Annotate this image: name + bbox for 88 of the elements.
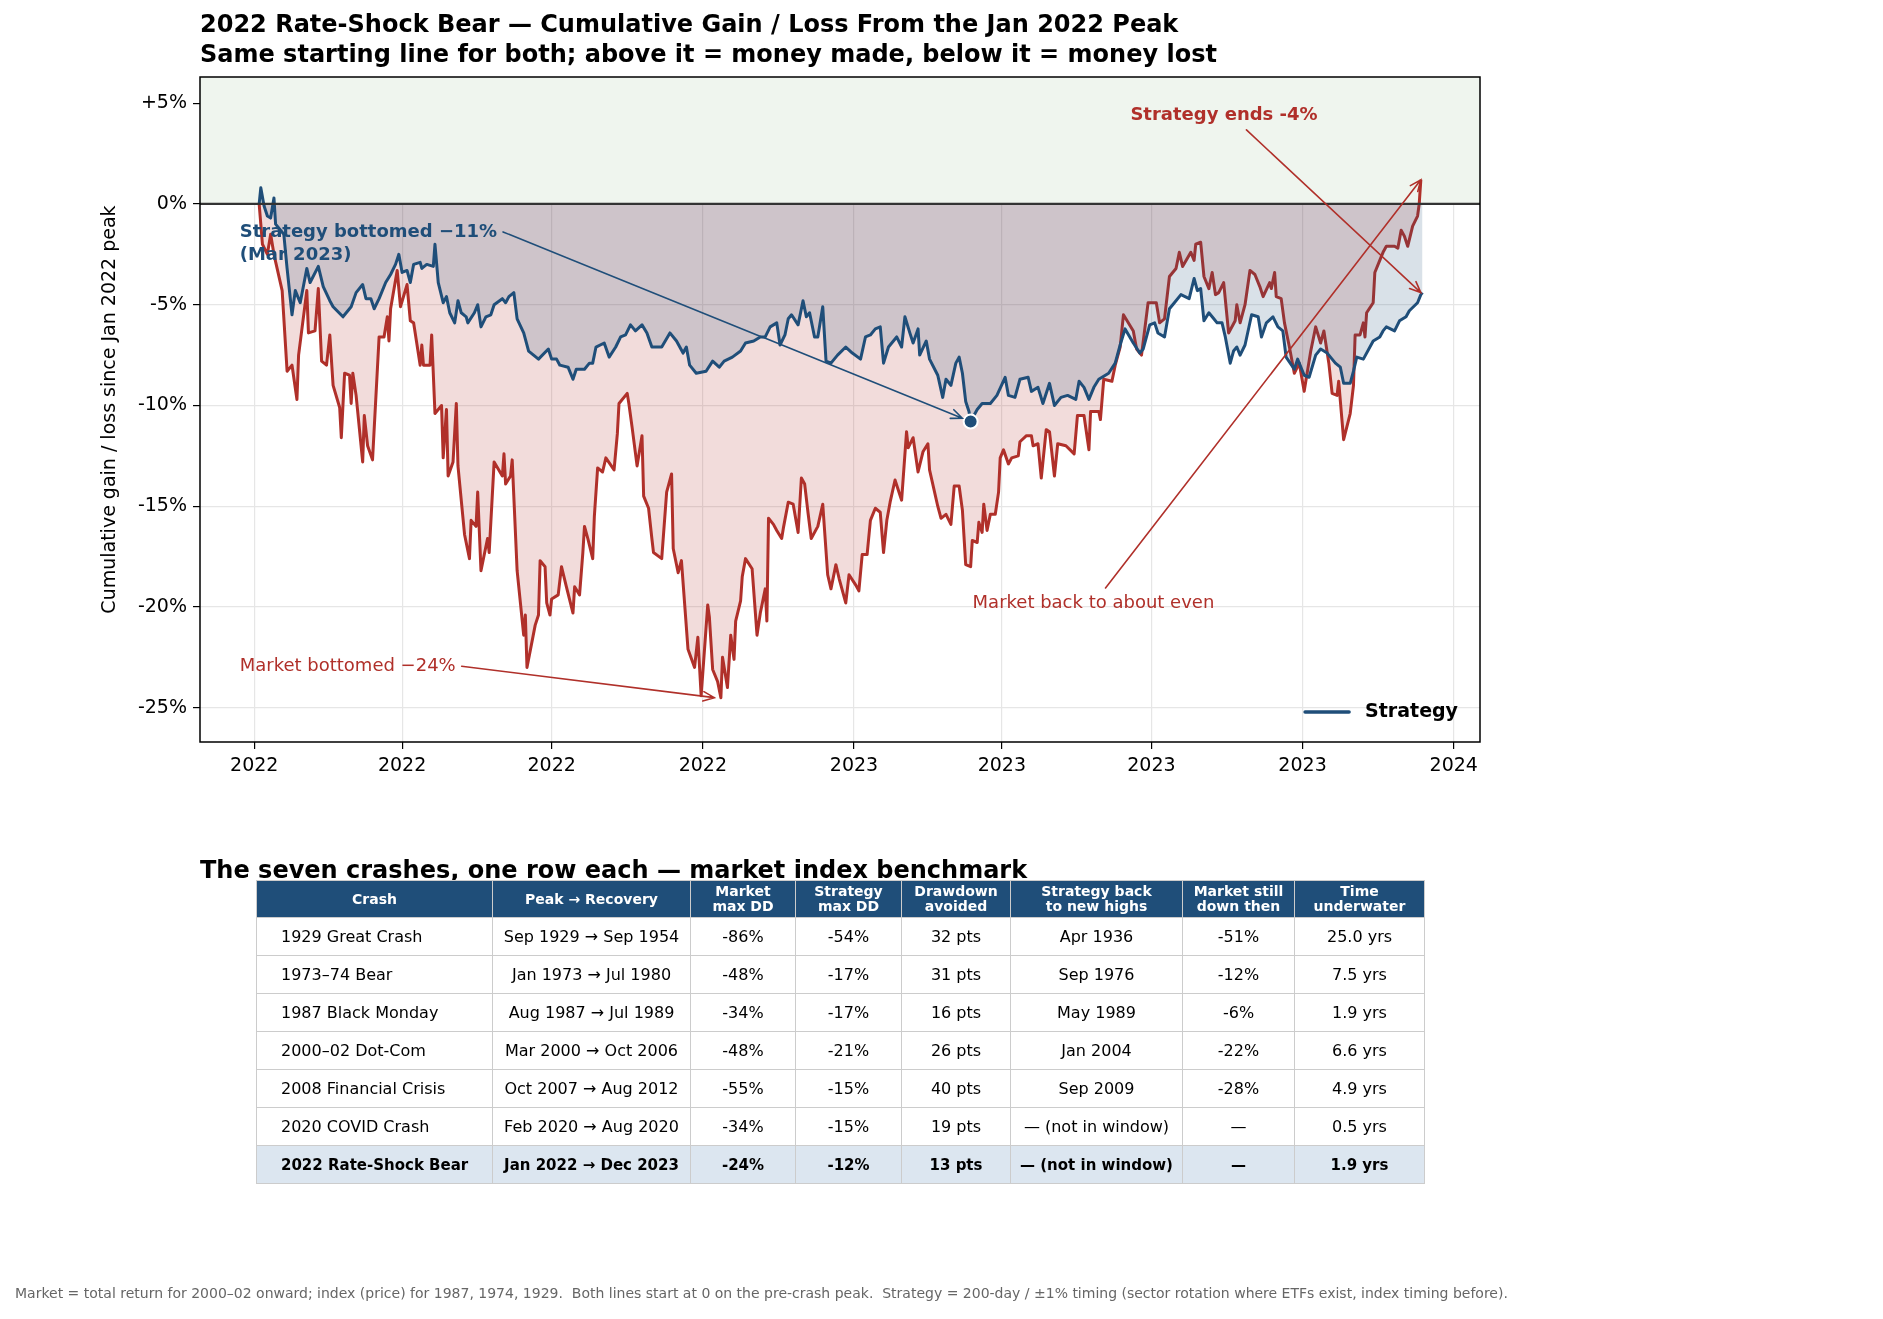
text: 2020 COVID Crash [256, 1107, 493, 1146]
text: 2022 Rate-Shock Bear [256, 1145, 493, 1184]
text: 7.5 yrs [1294, 955, 1425, 994]
text: 31 pts [901, 955, 1011, 994]
y-tick-label: +5% [140, 90, 187, 113]
text: May 1989 [1010, 993, 1183, 1032]
x-tick-label: 2022 [230, 753, 279, 776]
text: 6.6 yrs [1294, 1031, 1425, 1070]
text: Strategy max DD [795, 880, 902, 918]
text: Oct 2007 → Aug 2012 [492, 1069, 691, 1108]
y-tick-label: -10% [137, 392, 187, 415]
text: Feb 2020 → Aug 2020 [492, 1107, 691, 1146]
x-tick-label: 2023 [829, 753, 879, 776]
text: Sep 1929 → Sep 1954 [492, 917, 691, 956]
text: 1.9 yrs [1294, 1145, 1425, 1184]
x-tick-label: 2022 [527, 753, 576, 776]
text: Sep 2009 [1010, 1069, 1183, 1108]
annotation: Strategy ends -4% [1130, 102, 1318, 124]
text: 4.9 yrs [1294, 1069, 1425, 1108]
text: 2000–02 Dot-Com [256, 1031, 493, 1070]
text: -24% [690, 1145, 796, 1184]
text: Market max DD [690, 880, 796, 918]
text: 26 pts [901, 1031, 1011, 1070]
text: -22% [1182, 1031, 1295, 1070]
text: -12% [1182, 955, 1295, 994]
chart-subtitle: Same starting line for both; above it = money made, below it = money lost [200, 40, 1217, 68]
y-tick-label: -5% [150, 291, 187, 314]
chart-title: 2022 Rate-Shock Bear — Cumulative Gain / Loss From the Jan 2022 Peak [200, 10, 1179, 38]
text: Jan 2004 [1010, 1031, 1183, 1070]
text: Market still down then [1182, 880, 1295, 918]
text: Jan 2022 → Dec 2023 [492, 1145, 691, 1184]
text: — (not in window) [1010, 1107, 1183, 1146]
text: 1929 Great Crash [256, 917, 493, 956]
y-tick-label: -25% [137, 694, 187, 717]
text: -17% [795, 993, 902, 1032]
text: Mar 2000 → Oct 2006 [492, 1031, 691, 1070]
annotation: Market back to about even [972, 590, 1215, 612]
text: Jan 1973 → Jul 1980 [492, 955, 691, 994]
text: -34% [690, 993, 796, 1032]
text: 40 pts [901, 1069, 1011, 1108]
text: Market = total return for 2000–02 onward; index (price) for 1987, 1974, 1929. Both lines start at 0 on the pre-crash peak. Strategy = 200-day / ±1% timing (sector rotation where ETFs exist, index timing before). [15, 1285, 1508, 1301]
text: -51% [1182, 917, 1295, 956]
text: -15% [795, 1107, 902, 1146]
legend-label: Strategy [1365, 698, 1459, 721]
text: -48% [690, 955, 796, 994]
text: Aug 1987 → Jul 1989 [492, 993, 691, 1032]
text: -86% [690, 917, 796, 956]
y-tick-label: 0% [156, 190, 187, 213]
x-tick-label: 2022 [377, 753, 427, 776]
text: Drawdown avoided [901, 880, 1011, 918]
text: 25.0 yrs [1294, 917, 1425, 956]
y-axis-title: Cumulative gain / loss since Jan 2022 peak [97, 205, 120, 614]
text: Sep 1976 [1010, 955, 1183, 994]
text: — (not in window) [1010, 1145, 1183, 1184]
text: Peak → Recovery [525, 890, 658, 907]
x-tick-label: 2023 [1127, 753, 1176, 776]
text: -55% [690, 1069, 796, 1108]
text: 16 pts [901, 993, 1011, 1032]
text: 13 pts [901, 1145, 1011, 1184]
text: 1.9 yrs [1294, 993, 1425, 1032]
text: -21% [795, 1031, 902, 1070]
text: 0.5 yrs [1294, 1107, 1425, 1146]
text: -17% [795, 955, 902, 994]
text: Apr 1936 [1010, 917, 1183, 956]
text: -54% [795, 917, 902, 956]
x-tick-label: 2023 [1278, 753, 1327, 776]
text: Time underwater [1294, 880, 1425, 918]
text: Crash [352, 890, 397, 907]
text: -28% [1182, 1069, 1295, 1108]
text: Strategy back to new highs [1041, 883, 1152, 914]
text: 2008 Financial Crisis [256, 1069, 493, 1108]
annotation: Market bottomed −24% [239, 653, 456, 675]
text: -48% [690, 1031, 796, 1070]
text: 1973–74 Bear [256, 955, 493, 994]
text: 32 pts [901, 917, 1011, 956]
text: -12% [795, 1145, 902, 1184]
text: -34% [690, 1107, 796, 1146]
text: 19 pts [901, 1107, 1011, 1146]
y-tick-label: -15% [137, 493, 187, 516]
x-tick-label: 2023 [977, 753, 1027, 776]
text: -15% [795, 1069, 902, 1108]
text: — [1182, 1107, 1295, 1146]
text: — [1182, 1145, 1295, 1184]
text: 1987 Black Monday [256, 993, 493, 1032]
y-tick-label: -20% [137, 593, 187, 616]
x-tick-label: 2024 [1429, 753, 1478, 776]
text: -6% [1182, 993, 1295, 1032]
x-tick-label: 2022 [678, 753, 727, 776]
